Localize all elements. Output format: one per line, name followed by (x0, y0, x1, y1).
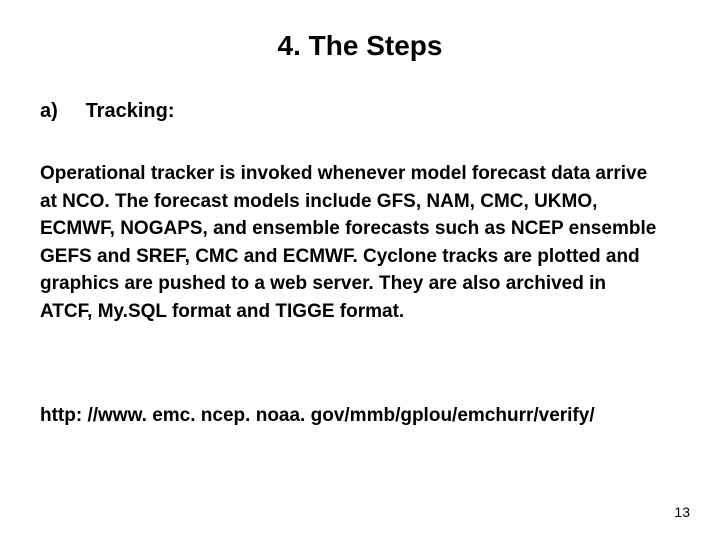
subhead-label: Tracking: (86, 100, 175, 122)
slide-title: 4. The Steps (0, 30, 720, 62)
slide: 4. The Steps a) Tracking: Operational tr… (0, 0, 720, 540)
reference-url: http: //www. emc. ncep. noaa. gov/mmb/gp… (40, 405, 680, 427)
subhead-list-marker: a) (40, 100, 80, 123)
section-subhead: a) Tracking: (40, 100, 174, 123)
page-number: 13 (674, 504, 690, 520)
body-paragraph: Operational tracker is invoked whenever … (40, 160, 660, 325)
